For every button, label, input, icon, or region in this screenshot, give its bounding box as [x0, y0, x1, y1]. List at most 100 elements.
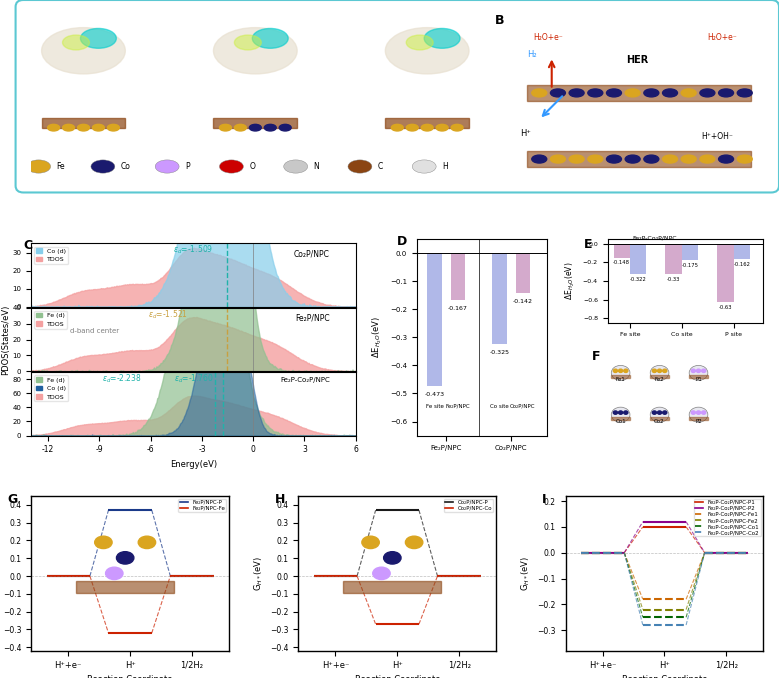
- Text: Co1: Co1: [615, 419, 626, 424]
- Text: P1: P1: [695, 377, 702, 382]
- Circle shape: [91, 160, 115, 173]
- Circle shape: [613, 369, 618, 372]
- Circle shape: [657, 411, 661, 414]
- Circle shape: [650, 407, 669, 422]
- Text: Co site: Co site: [490, 403, 509, 409]
- Circle shape: [718, 155, 734, 163]
- Y-axis label: ΔE$_{H_2O}$(eV): ΔE$_{H_2O}$(eV): [564, 262, 577, 300]
- Circle shape: [613, 411, 618, 414]
- Circle shape: [77, 124, 90, 131]
- Bar: [41, 118, 125, 127]
- Circle shape: [391, 124, 404, 131]
- Text: H₂: H₂: [527, 49, 537, 58]
- Legend: Co₂P/NPC-P, Co₂P/NPC-Co: Co₂P/NPC-P, Co₂P/NPC-Co: [444, 498, 493, 512]
- Text: C: C: [23, 239, 33, 252]
- Y-axis label: G$_{H*}$(eV): G$_{H*}$(eV): [520, 556, 532, 591]
- Circle shape: [619, 411, 622, 414]
- Text: -0.175: -0.175: [682, 263, 699, 268]
- Circle shape: [650, 365, 669, 380]
- Circle shape: [436, 124, 448, 131]
- Bar: [650, 417, 669, 420]
- Circle shape: [569, 155, 584, 163]
- Circle shape: [737, 155, 753, 163]
- Circle shape: [108, 124, 119, 131]
- Text: Fe1: Fe1: [615, 377, 626, 382]
- Circle shape: [348, 160, 372, 173]
- Bar: [665, 244, 682, 275]
- Circle shape: [588, 89, 603, 97]
- Circle shape: [220, 124, 231, 131]
- Bar: [516, 253, 530, 293]
- Circle shape: [691, 411, 696, 414]
- Circle shape: [652, 411, 657, 414]
- Circle shape: [681, 155, 696, 163]
- Text: P: P: [185, 162, 190, 171]
- Text: HER: HER: [626, 55, 649, 65]
- Y-axis label: PDOS(States/eV): PDOS(States/eV): [1, 304, 9, 375]
- Circle shape: [26, 160, 51, 173]
- Circle shape: [279, 124, 291, 131]
- Bar: [492, 253, 507, 344]
- Text: I: I: [541, 493, 546, 506]
- Bar: [734, 244, 750, 259]
- Y-axis label: ΔE$_{H_2O}$(eV): ΔE$_{H_2O}$(eV): [371, 317, 384, 358]
- Circle shape: [663, 411, 667, 414]
- Circle shape: [657, 369, 661, 372]
- Bar: [612, 376, 630, 378]
- Circle shape: [607, 155, 622, 163]
- Text: H: H: [274, 493, 285, 506]
- Text: -0.473: -0.473: [425, 391, 445, 397]
- Circle shape: [681, 89, 696, 97]
- Text: Fe₂P-Co₂P/NPC: Fe₂P-Co₂P/NPC: [632, 235, 677, 240]
- Circle shape: [425, 28, 460, 48]
- Circle shape: [624, 411, 628, 414]
- Circle shape: [407, 124, 418, 131]
- Bar: [527, 85, 751, 101]
- Circle shape: [700, 155, 715, 163]
- Text: Fe site: Fe site: [425, 403, 443, 409]
- Bar: [717, 244, 734, 302]
- Text: -0.325: -0.325: [489, 350, 509, 355]
- Circle shape: [696, 369, 700, 372]
- Text: H: H: [442, 162, 448, 171]
- Circle shape: [48, 124, 59, 131]
- Text: H⁺+OH⁻: H⁺+OH⁻: [701, 132, 733, 141]
- Y-axis label: G$_{H*}$(eV): G$_{H*}$(eV): [252, 556, 265, 591]
- Bar: [527, 151, 751, 167]
- Circle shape: [220, 160, 243, 173]
- Circle shape: [412, 160, 436, 173]
- Circle shape: [663, 89, 678, 97]
- Text: -0.142: -0.142: [513, 299, 533, 304]
- Legend: Fe₂P-Co₂P/NPC-P1, Fe₂P-Co₂P/NPC-P2, Fe₂P-Co₂P/NPC-Fe1, Fe₂P-Co₂P/NPC-Fe2, Fe₂P-C: Fe₂P-Co₂P/NPC-P1, Fe₂P-Co₂P/NPC-P2, Fe₂P…: [694, 498, 760, 536]
- Legend: Fe₂P/NPC-P, Fe₂P/NPC-Fe: Fe₂P/NPC-P, Fe₂P/NPC-Fe: [178, 498, 226, 512]
- Circle shape: [588, 155, 603, 163]
- Circle shape: [155, 160, 179, 173]
- Text: C: C: [378, 162, 383, 171]
- Text: G: G: [8, 493, 18, 506]
- Circle shape: [451, 124, 463, 131]
- Text: E: E: [584, 237, 593, 251]
- Circle shape: [624, 369, 628, 372]
- Text: N: N: [314, 162, 319, 171]
- Text: H₂O+e⁻: H₂O+e⁻: [533, 33, 562, 42]
- Circle shape: [234, 35, 261, 50]
- Text: -0.63: -0.63: [719, 305, 732, 310]
- Circle shape: [264, 124, 277, 131]
- Circle shape: [663, 155, 678, 163]
- Circle shape: [569, 89, 584, 97]
- Circle shape: [612, 407, 630, 422]
- Circle shape: [284, 160, 308, 173]
- X-axis label: Reaction Coordinate: Reaction Coordinate: [87, 675, 173, 678]
- X-axis label: Energy(eV): Energy(eV): [170, 460, 217, 469]
- Text: $\varepsilon_d$=-2.238: $\varepsilon_d$=-2.238: [102, 373, 142, 385]
- X-axis label: Reaction Coordinate: Reaction Coordinate: [622, 675, 707, 678]
- Text: -0.322: -0.322: [629, 277, 647, 281]
- Circle shape: [532, 155, 547, 163]
- Bar: [386, 118, 469, 127]
- Legend: Fe (d), Co (d), TDOS: Fe (d), Co (d), TDOS: [34, 376, 69, 401]
- Circle shape: [737, 89, 753, 97]
- Circle shape: [407, 35, 433, 50]
- Circle shape: [252, 28, 288, 48]
- Circle shape: [612, 365, 630, 380]
- Circle shape: [80, 28, 116, 48]
